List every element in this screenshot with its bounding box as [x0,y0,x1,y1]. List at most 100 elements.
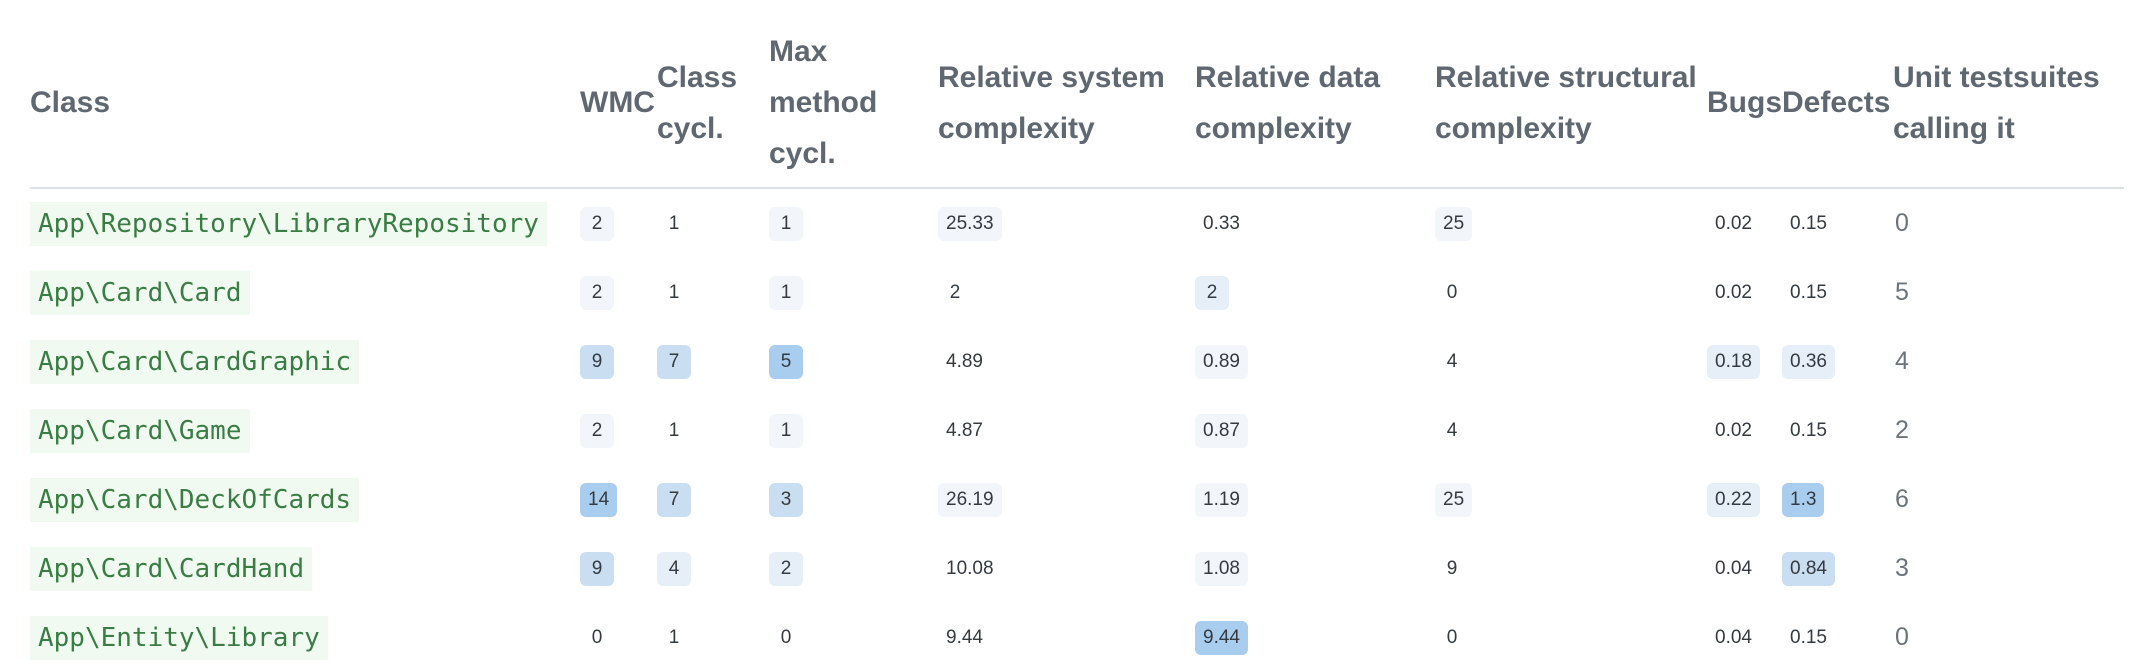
unit-testsuites-count: 6 [1895,485,1909,513]
table-body: App\Repository\LibraryRepository 2 1 1 25.33… [30,188,2124,672]
relative-system-complexity-cell: 25.33 [938,188,1195,258]
header-wmc[interactable]: WMC [580,18,657,189]
relative-system-complexity-cell: 4.87 [938,396,1195,465]
class-name[interactable]: App\Card\Card [30,270,250,315]
defects-cell: 0.36 [1782,327,1893,396]
max-method-cycl-cell: 1 [769,258,938,327]
unit-testsuites-cell: 0 [1893,603,2124,672]
defects-cell: 0.15 [1782,396,1893,465]
unit-testsuites-count: 0 [1895,209,1909,237]
table-row: App\Card\CardHand 9 4 2 10.08 1.08 9 0.04 0.84 3 [30,534,2124,603]
relative-data-complexity-cell: 2 [1195,258,1435,327]
header-class-cycl[interactable]: Class cycl. [657,18,769,189]
metric-value: 0.02 [1715,419,1752,441]
unit-testsuites-count: 4 [1895,347,1909,375]
class-cycl-cell: 7 [657,327,769,396]
relative-structural-complexity-cell: 25 [1435,188,1707,258]
class-cycl-cell: 1 [657,396,769,465]
metric-value: 0.15 [1790,626,1827,648]
class-cycl-cell: 4 [657,534,769,603]
class-name[interactable]: App\Card\DeckOfCards [30,477,360,522]
relative-system-complexity-cell: 9.44 [938,603,1195,672]
metric-value: 1.19 [1195,482,1248,517]
header-bugs[interactable]: Bugs [1707,18,1782,189]
metric-value: 0 [1446,281,1458,303]
metric-value: 10.08 [946,557,994,579]
metric-value: 25 [1435,482,1473,517]
defects-cell: 0.15 [1782,188,1893,258]
metric-value: 2 [580,413,614,448]
header-relative-data-complexity[interactable]: Relative data complexity [1195,18,1435,189]
bugs-cell: 0.02 [1707,396,1782,465]
metric-value: 4 [657,551,691,586]
metric-value: 9.44 [1195,620,1248,655]
header-class[interactable]: Class [30,18,580,189]
metric-value: 3 [769,482,803,517]
class-name[interactable]: App\Repository\LibraryRepository [30,201,547,246]
wmc-cell: 2 [580,258,657,327]
header-unit-testsuites[interactable]: Unit testsuites calling it [1893,18,2124,189]
header-relative-structural-complexity[interactable]: Relative structural complexity [1435,18,1707,189]
header-max-method-cycl[interactable]: Max method cycl. [769,18,938,189]
bugs-cell: 0.02 [1707,188,1782,258]
metric-value: 1 [769,413,803,448]
metric-value: 26.19 [938,482,1002,517]
unit-testsuites-cell: 6 [1893,465,2124,534]
table-row: App\Card\Game 2 1 1 4.87 0.87 4 0.02 0.15 2 [30,396,2124,465]
defects-cell: 0.84 [1782,534,1893,603]
metric-value: 4 [1446,350,1458,372]
table-row: App\Repository\LibraryRepository 2 1 1 25.33… [30,188,2124,258]
metric-value: 2 [1195,275,1229,310]
wmc-cell: 2 [580,396,657,465]
metric-value: 2 [580,206,614,241]
class-name[interactable]: App\Card\CardGraphic [30,339,360,384]
header-relative-system-complexity[interactable]: Relative system complexity [938,18,1195,189]
class-name[interactable]: App\Entity\Library [30,615,328,660]
table-header-row: Class WMC Class cycl. Max method cycl. R… [30,18,2124,189]
metric-value: 1.08 [1195,551,1248,586]
metric-value: 25 [1435,206,1473,241]
metric-value: 7 [657,482,691,517]
unit-testsuites-count: 2 [1895,416,1909,444]
metric-value: 0.02 [1715,212,1752,234]
relative-data-complexity-cell: 9.44 [1195,603,1435,672]
header-defects[interactable]: Defects [1782,18,1893,189]
relative-structural-complexity-cell: 4 [1435,327,1707,396]
table-row: App\Card\DeckOfCards 14 7 3 26.19 1.19 25 0.22 1… [30,465,2124,534]
table-row: App\Entity\Library 0 1 0 9.44 9.44 0 0.04 0.15 0 [30,603,2124,672]
unit-testsuites-count: 5 [1895,278,1909,306]
class-name-cell: App\Card\CardGraphic [30,327,580,396]
metric-value: 0.15 [1790,212,1827,234]
metric-value: 0.36 [1782,344,1835,379]
class-name[interactable]: App\Card\CardHand [30,546,313,591]
unit-testsuites-cell: 0 [1893,188,2124,258]
metric-value: 0.22 [1707,482,1760,517]
metric-value: 9 [580,551,614,586]
class-metrics-table: Class WMC Class cycl. Max method cycl. R… [30,18,2124,672]
relative-system-complexity-cell: 4.89 [938,327,1195,396]
metric-value: 9 [580,344,614,379]
unit-testsuites-cell: 5 [1893,258,2124,327]
metric-value: 14 [580,482,618,517]
metric-value: 0.84 [1782,551,1835,586]
class-name[interactable]: App\Card\Game [30,408,250,453]
metric-value: 0.04 [1715,626,1752,648]
relative-structural-complexity-cell: 25 [1435,465,1707,534]
relative-system-complexity-cell: 2 [938,258,1195,327]
metric-value: 1 [668,419,680,441]
metric-value: 1 [769,206,803,241]
metric-value: 1 [668,281,680,303]
bugs-cell: 0.02 [1707,258,1782,327]
metric-value: 4.89 [946,350,983,372]
metric-value: 0.02 [1715,281,1752,303]
class-cycl-cell: 1 [657,188,769,258]
metric-value: 1.3 [1782,482,1825,517]
relative-data-complexity-cell: 0.89 [1195,327,1435,396]
class-name-cell: App\Card\CardHand [30,534,580,603]
class-cycl-cell: 1 [657,258,769,327]
metric-value: 0.89 [1195,344,1248,379]
metric-value: 9.44 [946,626,983,648]
metric-value: 7 [657,344,691,379]
relative-structural-complexity-cell: 9 [1435,534,1707,603]
